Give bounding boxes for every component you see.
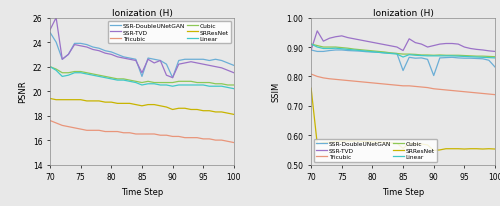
X-axis label: Time Step: Time Step <box>121 187 163 196</box>
Title: Ionization (H): Ionization (H) <box>372 9 434 18</box>
Title: Ionization (H): Ionization (H) <box>112 9 172 18</box>
Y-axis label: PSNR: PSNR <box>18 80 27 103</box>
X-axis label: Time Step: Time Step <box>382 187 424 196</box>
Y-axis label: SSIM: SSIM <box>272 82 281 102</box>
Legend: SSR-DoubleUNetGAN, SSR-TVD, Tricubic, Cubic, SRResNet, Linear: SSR-DoubleUNetGAN, SSR-TVD, Tricubic, Cu… <box>108 21 231 44</box>
Legend: SSR-DoubleUNetGAN, SSR-TVD, Tricubic, Cubic, SRResNet, Linear: SSR-DoubleUNetGAN, SSR-TVD, Tricubic, Cu… <box>314 139 437 162</box>
